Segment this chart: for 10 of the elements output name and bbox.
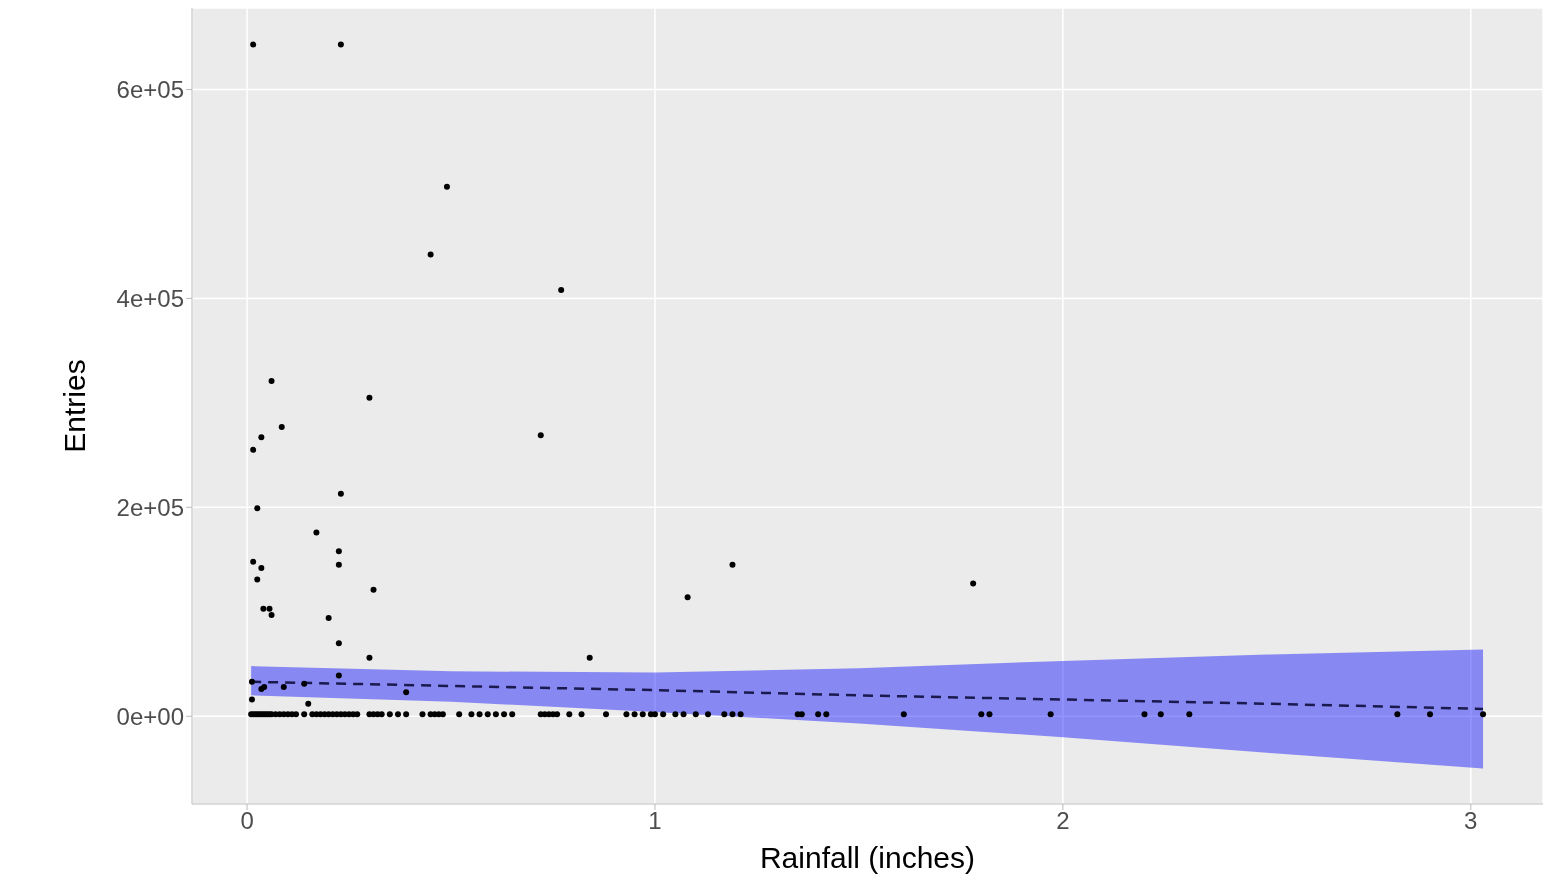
y-axis-title: Entries: [57, 359, 91, 453]
x-tick-label: 2: [1056, 807, 1070, 835]
y-tick-label: 4e+05: [116, 284, 184, 312]
x-tick-label: 3: [1464, 807, 1478, 835]
x-tick-label: 1: [648, 807, 662, 835]
y-tick-label: 0e+00: [116, 702, 184, 730]
y-tick-label: 6e+05: [116, 76, 184, 103]
y-tick-label: 2e+05: [116, 493, 184, 521]
x-tick-label: 0: [240, 807, 254, 835]
x-axis-title: Rainfall (inches): [759, 841, 976, 874]
